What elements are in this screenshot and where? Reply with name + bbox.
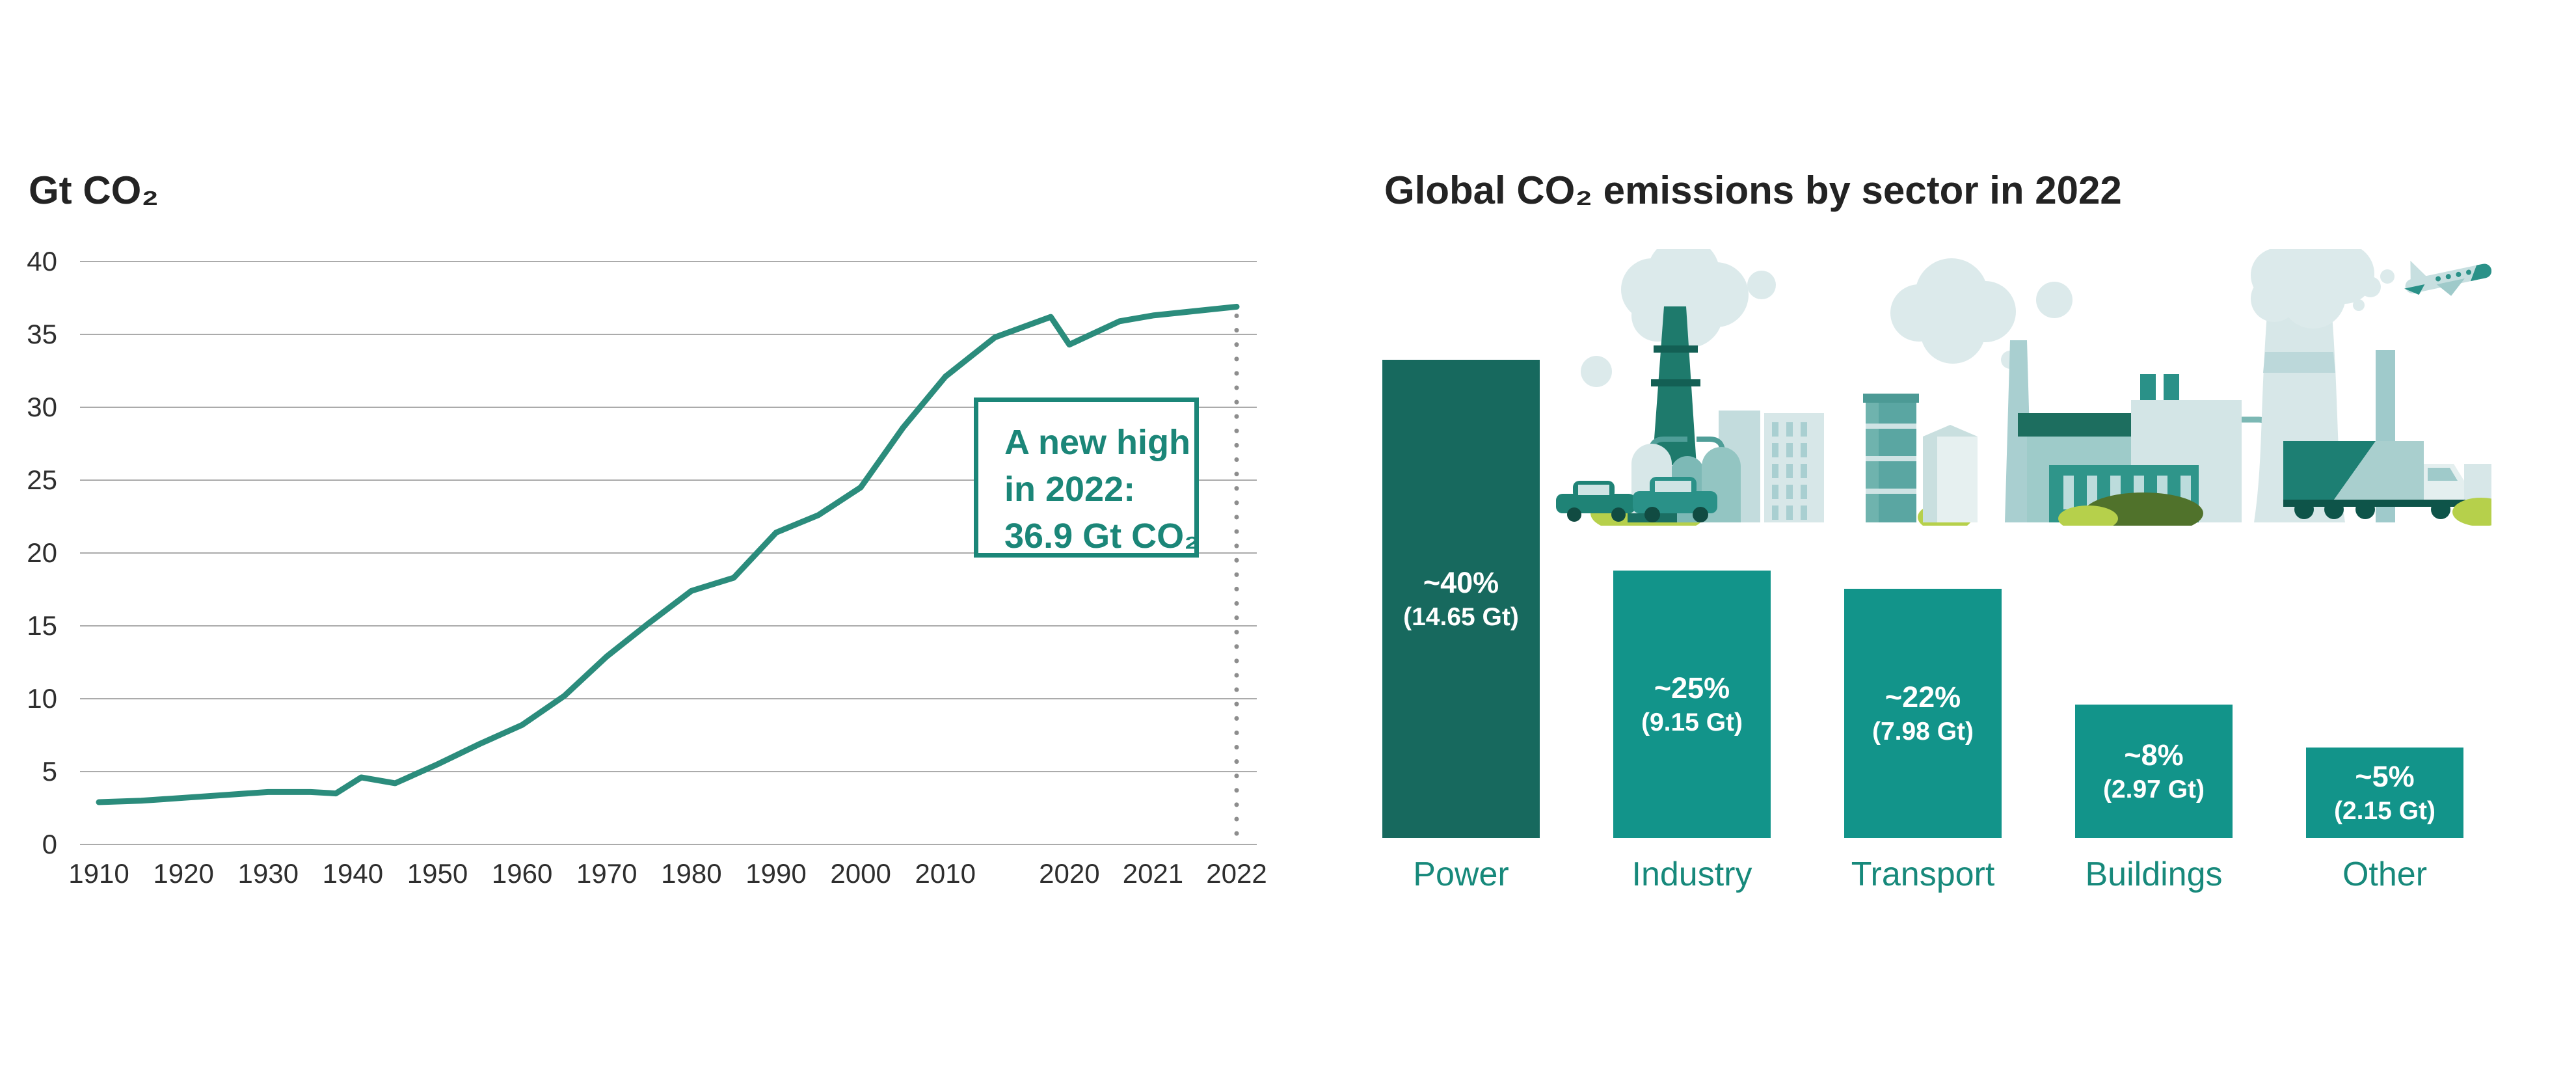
emissions-line-series xyxy=(96,303,1240,805)
x-tick-label: 1940 xyxy=(322,858,384,889)
x-tick-label: 1920 xyxy=(153,858,214,889)
sector-label-transport: Transport xyxy=(1851,856,1995,893)
industry-cityscape-illustration xyxy=(1556,249,2491,526)
y-tick-label: 10 xyxy=(27,683,57,714)
sector-label-power: Power xyxy=(1413,856,1509,893)
x-tick-label: 1980 xyxy=(661,858,722,889)
annotation-line-2: in 2022: xyxy=(1004,470,1136,509)
x-tick-label: 1990 xyxy=(745,858,807,889)
sector-bar-buildings: ~8% (2.97 Gt) xyxy=(2075,705,2233,838)
sector-bar-power: ~40% (14.65 Gt) xyxy=(1382,360,1540,838)
left-chart-title: Gt CO₂ xyxy=(29,169,159,212)
sector-label-industry: Industry xyxy=(1631,856,1752,893)
x-tick-label: 2021 xyxy=(1122,858,1184,889)
sector-label-buildings: Buildings xyxy=(2085,856,2223,893)
bush-icon xyxy=(2452,498,2491,526)
steam-icon xyxy=(2251,249,2395,329)
x-tick-label: 1970 xyxy=(576,858,637,889)
annotation-callout: A new high in 2022: 36.9 Gt CO₂ xyxy=(974,398,1200,558)
cloud-icon xyxy=(1581,249,2073,387)
bar-gigatons-label: (2.15 Gt) xyxy=(2333,796,2436,825)
x-tick-label: 1910 xyxy=(68,858,129,889)
y-tick-label: 0 xyxy=(42,829,57,859)
bar-percent-label: ~40% xyxy=(1423,565,1499,599)
y-tick-label: 35 xyxy=(27,319,57,349)
sector-bar-transport: ~22% (7.98 Gt) xyxy=(1844,589,2002,838)
x-tick-label: 1960 xyxy=(491,858,553,889)
annotation-line-3: 36.9 Gt CO₂ xyxy=(1004,517,1200,556)
x-tick-label: 2010 xyxy=(915,858,976,889)
co2-emissions-line xyxy=(96,303,1240,805)
y-tick-label: 20 xyxy=(27,537,57,568)
bar-percent-label: ~8% xyxy=(2124,738,2184,772)
x-tick-label: 1930 xyxy=(237,858,299,889)
bar-gigatons-label: (7.98 Gt) xyxy=(1872,717,1974,746)
car-icon xyxy=(1556,477,1717,522)
y-tick-label: 30 xyxy=(27,392,57,422)
bar-gigatons-label: (9.15 Gt) xyxy=(1641,708,1743,736)
sector-bar-industry: ~25% (9.15 Gt) xyxy=(1613,571,1771,838)
bar-gigatons-label: (2.97 Gt) xyxy=(2102,775,2205,803)
truck-icon xyxy=(2283,441,2491,526)
sector-label-other: Other xyxy=(2342,856,2428,893)
bush-icon xyxy=(2058,506,2118,526)
y-tick-label: 40 xyxy=(27,246,57,276)
right-chart-title: Global CO₂ emissions by sector in 2022 xyxy=(1384,169,2122,212)
x-tick-label: 2000 xyxy=(830,858,891,889)
x-tick-label: 2020 xyxy=(1039,858,1100,889)
sector-bar-other: ~5% (2.15 Gt) xyxy=(2306,748,2463,838)
factory-icon xyxy=(1863,340,2272,526)
bar-gigatons-label: (14.65 Gt) xyxy=(1403,602,1519,631)
x-tick-label: 2022 xyxy=(1206,858,1267,889)
annotation-line-1: A new high xyxy=(1004,423,1190,462)
x-tick-label: 1950 xyxy=(407,858,468,889)
y-tick-label: 15 xyxy=(27,610,57,641)
y-tick-label: 25 xyxy=(27,465,57,495)
airplane-icon xyxy=(2404,260,2491,296)
bar-percent-label: ~25% xyxy=(1654,671,1730,705)
y-tick-label: 5 xyxy=(42,756,57,787)
bar-percent-label: ~22% xyxy=(1885,680,1961,714)
bar-percent-label: ~5% xyxy=(2355,759,2415,793)
